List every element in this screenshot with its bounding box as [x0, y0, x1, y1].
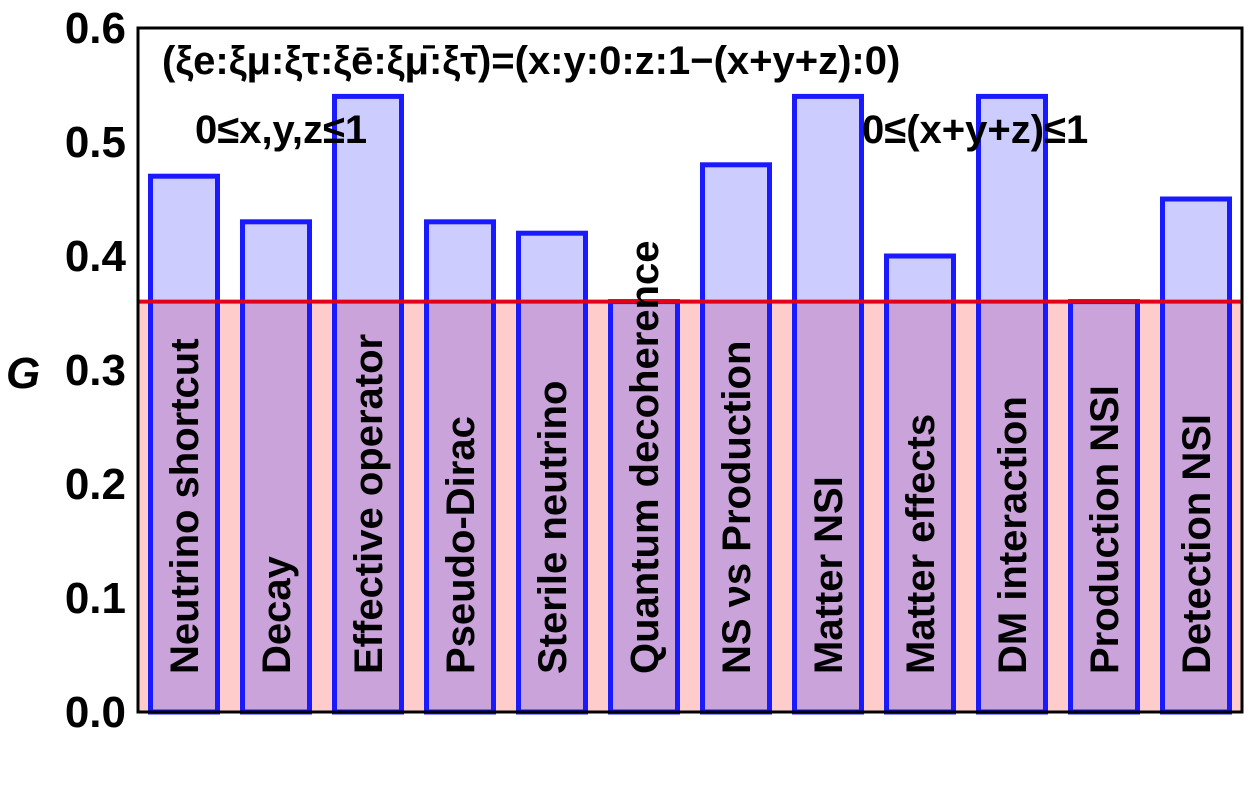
bar-label: Production NSI: [1083, 385, 1127, 674]
bar-lower-fill: [242, 301, 310, 712]
bar-upper-fill: [978, 96, 1046, 302]
bar-lower-fill: [518, 301, 586, 712]
y-tick-label: 0.3: [65, 346, 126, 395]
bar-label: Sterile neutrino: [531, 381, 575, 674]
bar-label: Matter NSI: [807, 476, 851, 674]
bar-upper-fill: [1162, 199, 1230, 302]
plot-frame: [136, 26, 1244, 714]
y-axis-ticks: 0.0 0.1 0.2 0.3 0.4 0.5 0.6: [65, 4, 127, 737]
bar-lower-fill: [1070, 301, 1138, 712]
flavor-ratio-text: (ξe:ξμ:ξτ:ξē:ξμ̄:ξτ̄)=(x:y:0:z:1−(x+y+z)…: [162, 39, 900, 83]
bar-label: Decay: [255, 555, 299, 674]
bar-upper-fill: [334, 96, 402, 302]
bar-upper-fill: [794, 96, 862, 302]
bar-lower-fill: [702, 301, 770, 712]
range-sum-annotation: 0≤(x+y+z)≤1: [862, 108, 1088, 152]
bar-lower-fill: [150, 301, 218, 712]
bars: [148, 93, 1232, 715]
bar-lower-fill: [334, 301, 402, 712]
bar-label: Quantum decoherence: [623, 241, 667, 674]
bar-lower-fill: [794, 301, 862, 712]
y-tick-label: 0.2: [65, 460, 126, 509]
excluded-region: [138, 301, 1242, 712]
bar-label: Effective operator: [347, 334, 391, 674]
plot-background: [138, 301, 1242, 712]
bar-lower-fill: [978, 301, 1046, 712]
bar-upper-fill: [886, 256, 954, 302]
bar-lower-fill: [610, 301, 678, 712]
bar-lower-fill: [426, 301, 494, 712]
bar-label: Detection NSI: [1175, 414, 1219, 674]
bar-lower-fill: [1162, 301, 1230, 712]
bar-upper-fill: [150, 176, 218, 302]
bar-upper-fill: [702, 164, 770, 302]
y-axis-label: G: [6, 349, 40, 398]
flavor-ratio-annotation: (ξe:ξμ:ξτ:ξē:ξμ̄:ξτ̄)=(x:y:0:z:1−(x+y+z)…: [162, 39, 900, 83]
bar-upper-fill: [426, 221, 494, 302]
range-xyz-annotation: 0≤x,y,z≤1: [195, 108, 367, 152]
y-tick-label: 0.4: [65, 232, 127, 281]
y-tick-label: 0.6: [65, 4, 126, 53]
bar-label: DM interaction: [991, 396, 1035, 674]
bar-label: NS νs Production: [715, 341, 759, 674]
bar-upper-fill: [242, 221, 310, 302]
bar-label: Neutrino shortcut: [163, 338, 207, 674]
bar-label: Pseudo-Dirac: [439, 416, 483, 674]
y-tick-label: 0.0: [65, 688, 126, 737]
y-tick-label: 0.1: [65, 574, 126, 623]
bar-labels: Neutrino shortcut Decay Effective operator…: [163, 241, 1219, 674]
bar-lower-fill: [886, 301, 954, 712]
bar-upper-fill: [518, 233, 586, 302]
bar-label: Matter effects: [899, 414, 943, 674]
y-tick-label: 0.5: [65, 118, 126, 167]
